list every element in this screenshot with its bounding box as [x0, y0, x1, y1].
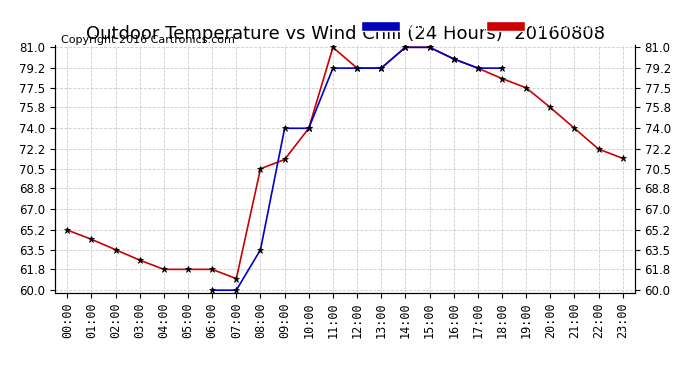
Title: Outdoor Temperature vs Wind Chill (24 Hours)  20160808: Outdoor Temperature vs Wind Chill (24 Ho…: [86, 26, 604, 44]
Legend: Wind Chill  (°F), Temperature  (°F): Wind Chill (°F), Temperature (°F): [359, 18, 629, 34]
Text: Copyright 2016 Cartronics.com: Copyright 2016 Cartronics.com: [61, 35, 235, 45]
